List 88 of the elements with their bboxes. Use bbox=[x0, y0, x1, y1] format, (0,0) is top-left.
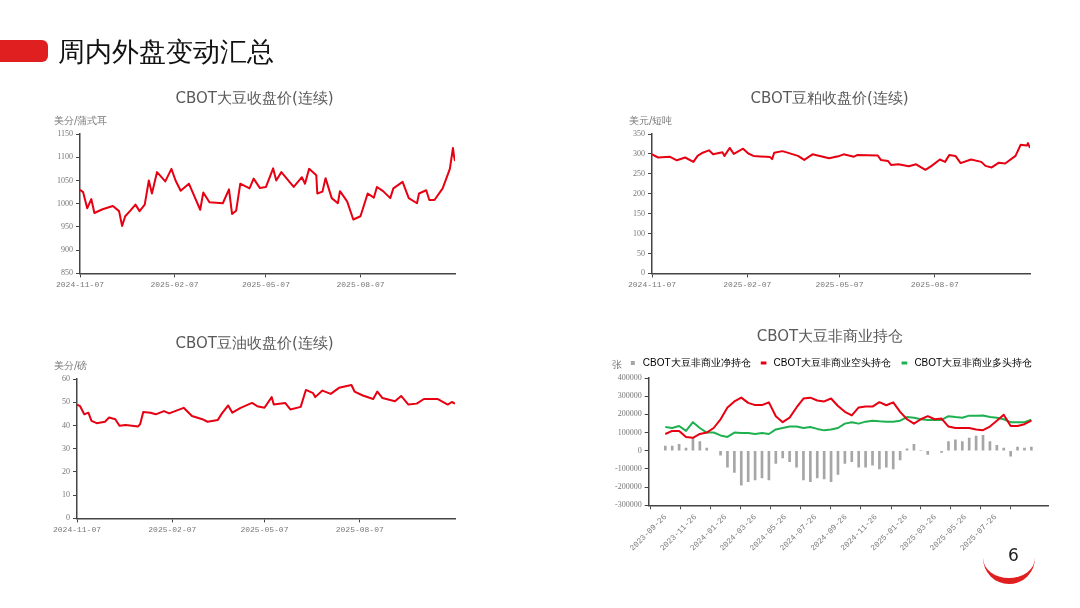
y-tick-label: 400000 bbox=[617, 373, 642, 383]
y-tick-label: 30 bbox=[62, 443, 70, 453]
x-tick-label: 2025-05-07 bbox=[815, 280, 864, 290]
x-tick-label: 2025-05-07 bbox=[241, 280, 291, 290]
chart-title: CBOT豆粕收盘价(连续) bbox=[750, 88, 909, 107]
y-tick-label: 1000 bbox=[57, 198, 73, 208]
bar bbox=[967, 437, 971, 451]
y-tick-label: 40 bbox=[62, 420, 70, 430]
bar bbox=[891, 450, 895, 470]
legend-label: CBOT大豆非商业净持仓 bbox=[642, 356, 751, 368]
x-tick-label: 2025-02-07 bbox=[723, 280, 772, 290]
y-tick-label: 60 bbox=[62, 374, 70, 384]
bar bbox=[1016, 446, 1019, 451]
bar bbox=[802, 450, 805, 481]
y-tick-label: 1100 bbox=[57, 152, 73, 162]
bar bbox=[670, 445, 674, 451]
bar bbox=[795, 450, 798, 468]
bar bbox=[733, 450, 736, 473]
x-tick-label: 2024-11-07 bbox=[55, 280, 105, 290]
bar bbox=[788, 450, 791, 462]
y-tick-label: 850 bbox=[61, 268, 73, 278]
bar bbox=[781, 450, 785, 459]
bar bbox=[705, 447, 709, 451]
bar bbox=[815, 450, 819, 479]
x-tick-label: 2025-08-07 bbox=[335, 525, 384, 535]
bar bbox=[1009, 450, 1012, 457]
bar bbox=[857, 450, 861, 468]
bar bbox=[926, 450, 930, 455]
y-tick-label: 0 bbox=[66, 513, 70, 523]
y-tick-label: 20 bbox=[62, 467, 70, 477]
y-tick-label: 50 bbox=[637, 248, 645, 258]
bar bbox=[809, 450, 812, 482]
bar bbox=[1030, 446, 1033, 451]
text: 周内外盘变动汇总 bbox=[58, 35, 274, 69]
legend-label: CBOT大豆非商业空头持仓 bbox=[773, 356, 892, 368]
x-tick-label: 2024-11-07 bbox=[53, 525, 102, 535]
y-axis-title: 张 bbox=[612, 358, 622, 370]
y-tick-label: -200000 bbox=[614, 482, 642, 492]
y-tick-label: 150 bbox=[633, 208, 645, 218]
bar bbox=[871, 450, 874, 466]
y-tick-label: 250 bbox=[633, 168, 645, 178]
chart-title: CBOT豆油收盘价(连续) bbox=[175, 333, 334, 352]
y-tick-label: 0 bbox=[641, 268, 645, 278]
bar bbox=[947, 441, 950, 451]
bar bbox=[960, 441, 964, 451]
y-tick-label: -300000 bbox=[614, 500, 642, 510]
bar bbox=[884, 450, 888, 468]
y-axis-title: 美分/蒲式耳 bbox=[54, 114, 108, 126]
bar bbox=[878, 450, 881, 470]
y-tick-label: 300 bbox=[633, 149, 645, 159]
y-axis-title: 美分/磅 bbox=[54, 359, 88, 371]
x-tick-label: 2024-11-07 bbox=[628, 280, 677, 290]
x-tick-label: 2025-08-07 bbox=[336, 280, 385, 290]
legend-label: CBOT大豆非商业多头持仓 bbox=[914, 356, 1033, 368]
bar bbox=[1002, 447, 1006, 451]
bar bbox=[774, 450, 778, 464]
y-tick-label: 350 bbox=[633, 129, 645, 139]
chart-title: CBOT大豆非商业持仓 bbox=[756, 326, 904, 345]
bar bbox=[719, 450, 722, 456]
x-tick-label: 2025-02-07 bbox=[150, 280, 199, 290]
y-tick-label: 50 bbox=[62, 397, 70, 407]
bar bbox=[995, 444, 999, 451]
x-tick-label: 2025-05-07 bbox=[240, 525, 289, 535]
y-tick-label: 0 bbox=[637, 445, 642, 455]
bar bbox=[739, 450, 743, 486]
y-tick-label: 900 bbox=[61, 245, 73, 255]
bar bbox=[663, 445, 667, 451]
bar bbox=[850, 450, 854, 462]
y-axis-title: 美元/短吨 bbox=[629, 114, 673, 126]
y-tick-label: 950 bbox=[61, 222, 73, 232]
bar bbox=[726, 450, 729, 468]
y-tick-label: 1150 bbox=[57, 129, 73, 139]
y-tick-label: -100000 bbox=[614, 464, 642, 473]
x-tick-label: 2025-02-07 bbox=[148, 525, 197, 535]
y-tick-label: 100 bbox=[633, 228, 645, 238]
y-tick-label: 300000 bbox=[617, 391, 642, 401]
text: 6 bbox=[1008, 545, 1019, 565]
chart-title: CBOT大豆收盘价(连续) bbox=[175, 88, 334, 107]
y-tick-label: 200000 bbox=[617, 409, 642, 419]
bar bbox=[954, 439, 957, 451]
y-tick-label: 100000 bbox=[617, 427, 642, 437]
bar bbox=[1023, 447, 1026, 451]
bar bbox=[864, 450, 867, 468]
x-tick-label: 2025-08-07 bbox=[910, 280, 959, 290]
y-tick-label: 200 bbox=[633, 188, 645, 198]
bar bbox=[746, 450, 750, 482]
y-tick-label: 1050 bbox=[57, 175, 73, 185]
y-tick-label: 10 bbox=[62, 490, 70, 500]
